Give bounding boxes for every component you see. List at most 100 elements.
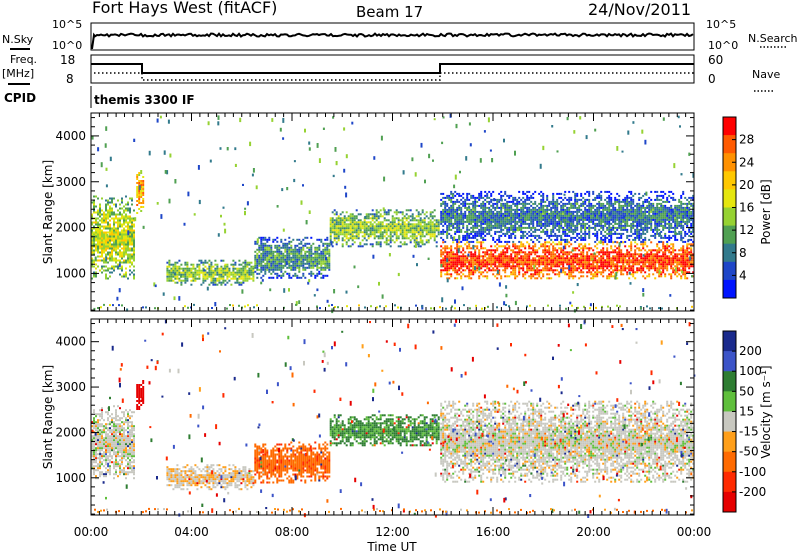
echo-cell [494,209,496,211]
echo-cell [664,253,666,255]
echo-cell [115,246,117,248]
echo-cell [95,230,97,232]
echo-cell [460,271,462,273]
echo-cell [450,229,452,231]
echo-cell [402,225,404,227]
echo-cell [520,225,522,227]
echo-cell [510,257,512,259]
echo-cell [107,204,109,206]
echo-cell [570,211,572,213]
echo-cell [436,229,438,231]
echo-cell [488,203,490,205]
echo-cell [115,248,117,250]
echo-cell [510,233,512,235]
echo-cell [494,261,496,263]
echo-cell [644,265,646,267]
echo-cell [121,270,123,272]
echo-cell [556,273,558,275]
echo-cell [686,263,688,265]
echo-cell [434,209,436,211]
echo-cell [256,261,258,263]
echo-cell [530,253,532,255]
echo-cell [608,265,610,267]
echo-cell [506,241,508,243]
echo-cell [486,251,488,253]
echo-cell [402,217,404,219]
echo-cell [400,211,402,213]
echo-cell [540,257,542,259]
echo-cell [548,221,550,223]
echo-cell [682,259,684,261]
echo-cell [570,237,572,239]
echo-cell [454,223,456,225]
echo-cell [666,247,668,249]
echo-cell [488,257,490,259]
echo-cell [274,251,276,253]
echo-cell [125,210,127,212]
echo-cell [560,209,562,211]
echo-cell [470,195,472,197]
echo-cell [123,222,125,224]
echo-cell [127,246,129,248]
echo-cell [450,257,452,259]
echo-cell [260,265,262,267]
echo-cell [388,227,390,229]
echo-cell [258,249,260,251]
echo-cell [186,278,188,280]
echo-cell [370,233,372,235]
echo-cell [450,207,452,209]
echo-cell [212,278,214,280]
echo-cell [458,217,460,219]
echo-cell [324,255,326,257]
echo-cell [462,205,464,207]
echo-cell [574,267,576,269]
echo-cell [202,282,204,284]
echo-cell [264,259,266,261]
echo-cell [125,268,127,270]
echo-cell [97,214,99,216]
echo-cell [370,231,372,233]
echo-cell [514,229,516,231]
echo-cell [474,197,476,199]
echo-cell [502,249,504,251]
echo-cell [450,223,452,225]
echo-cell [131,218,133,220]
echo-cell [129,226,131,228]
echo-cell [660,263,662,265]
echo-cell [336,223,338,225]
echo-cell [500,209,502,211]
echo-cell [470,217,472,219]
echo-cell [107,240,109,242]
echo-cell [622,265,624,267]
echo-cell [314,249,316,251]
echo-cell [554,265,556,267]
echo-cell [686,259,688,261]
echo-cell [103,232,105,234]
echo-cell [454,253,456,255]
echo-cell [532,241,534,243]
echo-cell [428,227,430,229]
echo-cell [456,207,458,209]
echo-cell [536,271,538,273]
echo-cell [632,259,634,261]
echo-cell [576,261,578,263]
echo-cell [121,248,123,250]
echo-cell [444,201,446,203]
echo-cell [109,206,111,208]
echo-cell [562,215,564,217]
echo-cell [304,267,306,269]
echo-cell [392,223,394,225]
echo-cell [524,215,526,217]
echo-cell [280,265,282,267]
echo-cell [562,211,564,213]
echo-cell [109,230,111,232]
echo-cell [460,267,462,269]
echo-cell [550,267,552,269]
echo-cell [466,265,468,267]
echo-cell [125,262,127,264]
echo-cell [492,257,494,259]
echo-cell [166,262,168,264]
echo-cell [440,233,442,235]
echo-cell [486,195,488,197]
echo-cell [602,259,604,261]
